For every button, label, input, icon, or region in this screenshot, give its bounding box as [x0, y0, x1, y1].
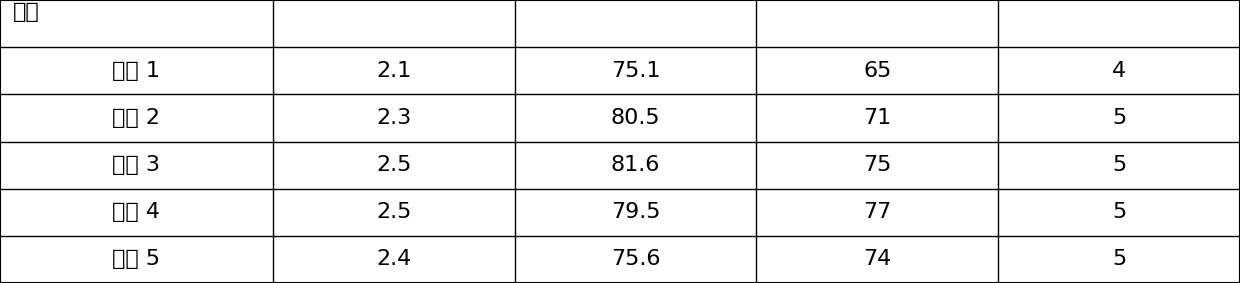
Text: 75.6: 75.6	[611, 249, 660, 269]
Bar	[273, 189, 515, 236]
Text: 81.6: 81.6	[611, 155, 660, 175]
Text: 实例 5: 实例 5	[113, 249, 160, 269]
Text: 5: 5	[1112, 202, 1126, 222]
Bar	[0, 142, 273, 189]
Bar	[515, 236, 756, 283]
Text: 5: 5	[1112, 108, 1126, 128]
Bar	[756, 94, 998, 142]
Text: 65: 65	[863, 61, 892, 81]
Text: 5: 5	[1112, 155, 1126, 175]
Bar	[515, 94, 756, 142]
Bar	[756, 47, 998, 94]
Bar	[273, 142, 515, 189]
Text: 2.3: 2.3	[376, 108, 412, 128]
Bar	[515, 189, 756, 236]
Bar	[273, 236, 515, 283]
Text: 80.5: 80.5	[610, 108, 661, 128]
Bar	[756, 236, 998, 283]
Bar	[998, 142, 1240, 189]
Text: 5: 5	[1112, 249, 1126, 269]
Bar	[273, 94, 515, 142]
Text: 实例 2: 实例 2	[113, 108, 160, 128]
Bar	[756, 142, 998, 189]
Text: 2.4: 2.4	[376, 249, 412, 269]
Text: 79.5: 79.5	[611, 202, 660, 222]
Text: 胶剂: 胶剂	[12, 2, 40, 22]
Bar	[998, 189, 1240, 236]
Text: 实例 1: 实例 1	[113, 61, 160, 81]
Text: 实例 4: 实例 4	[113, 202, 160, 222]
Bar	[515, 142, 756, 189]
Bar	[0, 94, 273, 142]
Text: 74: 74	[863, 249, 892, 269]
Bar	[273, 0, 515, 47]
Bar	[756, 189, 998, 236]
Bar	[998, 47, 1240, 94]
Text: 2.1: 2.1	[376, 61, 412, 81]
Bar	[0, 236, 273, 283]
Bar	[515, 0, 756, 47]
Bar	[756, 0, 998, 47]
Text: 4: 4	[1112, 61, 1126, 81]
Bar	[515, 47, 756, 94]
Text: 2.5: 2.5	[376, 202, 412, 222]
Text: 实例 3: 实例 3	[113, 155, 160, 175]
Text: 2.5: 2.5	[376, 155, 412, 175]
Text: 71: 71	[863, 108, 892, 128]
Text: 77: 77	[863, 202, 892, 222]
Bar	[998, 236, 1240, 283]
Bar	[998, 0, 1240, 47]
Bar	[998, 94, 1240, 142]
Bar	[273, 47, 515, 94]
Bar	[0, 47, 273, 94]
Text: 75.1: 75.1	[611, 61, 660, 81]
Text: 75: 75	[863, 155, 892, 175]
Bar	[0, 0, 273, 47]
Bar	[0, 189, 273, 236]
